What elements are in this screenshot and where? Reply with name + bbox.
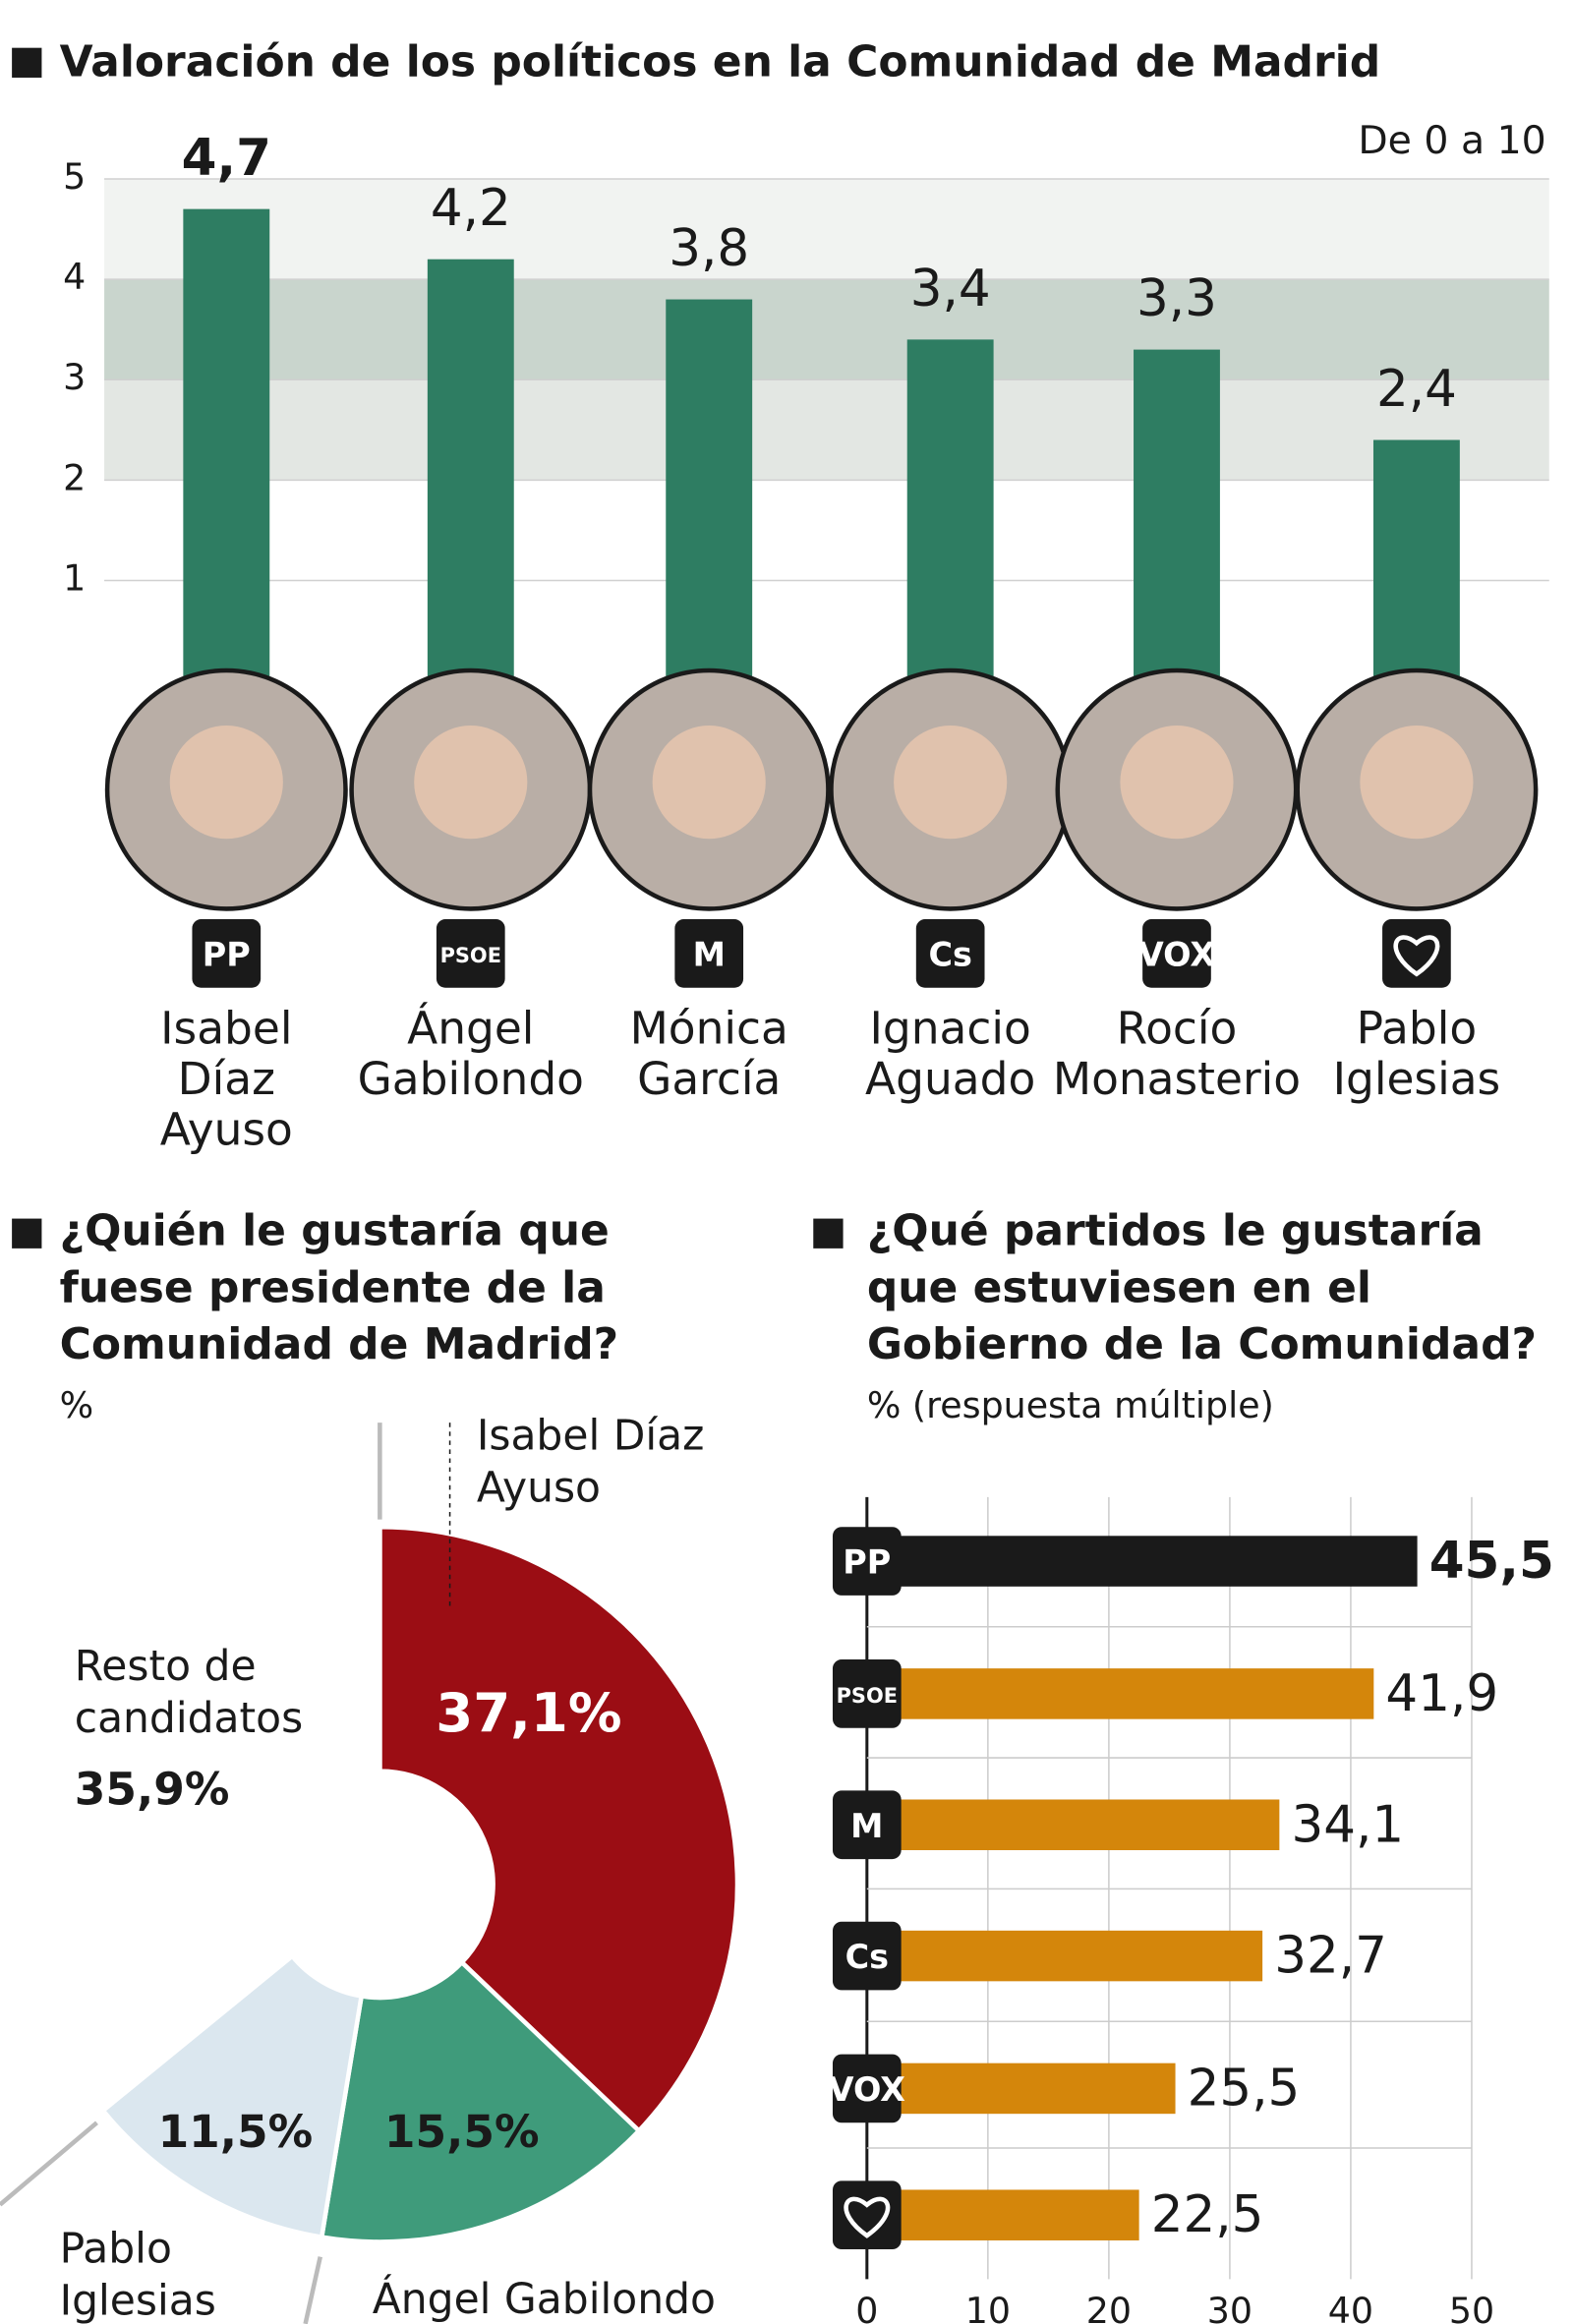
party-logo-text: PSOE — [837, 1684, 898, 1708]
y-tick-label: 4 — [63, 256, 86, 298]
title-marker — [12, 47, 42, 78]
slice-value-label: 35,9% — [75, 1763, 230, 1815]
x-tick-label: 30 — [1207, 2290, 1253, 2324]
x-tick-label: 40 — [1328, 2290, 1373, 2324]
chart-subtitle: % (respuesta múltiple) — [867, 1384, 1274, 1426]
party-logo-text: M — [850, 1807, 883, 1845]
bar — [866, 2063, 1176, 2115]
value-label: 4,7 — [182, 129, 271, 188]
party-logo-text: PP — [843, 1543, 891, 1582]
party-logo — [832, 1921, 902, 1991]
category-label: Ángel Gabilondo — [358, 1001, 584, 1105]
party-logo-text: PP — [203, 935, 251, 973]
value-label: 32,7 — [1274, 1927, 1387, 1986]
value-label: 41,9 — [1385, 1664, 1498, 1723]
category-label: Pablo Iglesias — [1333, 1002, 1501, 1105]
title-marker — [12, 1218, 42, 1249]
bar — [866, 1536, 1418, 1587]
photo-face — [169, 726, 283, 840]
chart-title: ¿Qué partidos le gustaría que estuviesen … — [867, 1206, 1537, 1369]
party-logo — [832, 1790, 902, 1860]
value-label: 45,5 — [1429, 1532, 1554, 1591]
x-tick-label: 10 — [965, 2290, 1011, 2324]
slice-value-label: 37,1% — [436, 1681, 621, 1744]
leader-line — [0, 2121, 98, 2207]
slice-value-label: 15,5% — [384, 2106, 540, 2158]
party-logo-text: VOX — [829, 2070, 906, 2109]
photo-face — [1360, 726, 1474, 840]
value-label: 25,5 — [1188, 2059, 1301, 2118]
bar — [866, 1799, 1280, 1850]
party-logo — [832, 2180, 902, 2250]
value-label: 3,4 — [910, 260, 991, 319]
bar — [427, 259, 514, 681]
slice-value-label: 11,5% — [158, 2106, 314, 2158]
category-label: Rocío Monasterio — [1053, 1002, 1301, 1105]
slice-label: Ángel Gabilondo — [373, 2274, 716, 2324]
party-logo — [832, 1659, 902, 1728]
chart-title: ¿Quién le gustaría que fuese presidente d… — [60, 1206, 619, 1369]
photo-face — [652, 726, 766, 840]
x-tick-label: 20 — [1086, 2290, 1132, 2324]
grid-band — [104, 379, 1549, 481]
party-logo-text: VOX — [1138, 935, 1216, 973]
y-tick-label: 5 — [63, 155, 86, 198]
party-logo — [1142, 919, 1211, 988]
category-label: Isabel Díaz Ayuso — [160, 1002, 293, 1155]
grid-band — [104, 279, 1549, 380]
value-label: 4,2 — [431, 179, 511, 238]
slice-label: Isabel Díaz Ayuso — [477, 1412, 705, 1512]
party-logo — [832, 1527, 902, 1596]
chart-title: Valoración de los políticos en la Comuni… — [60, 36, 1381, 87]
pie-slice — [378, 1524, 740, 2134]
y-tick-label: 1 — [63, 556, 86, 599]
bar — [906, 339, 994, 681]
x-tick-label: 0 — [855, 2290, 878, 2324]
value-label: 22,5 — [1151, 2185, 1264, 2244]
party-logo — [674, 919, 744, 988]
party-logo-text: Cs — [928, 935, 971, 973]
bar — [1372, 439, 1460, 681]
value-label: 3,8 — [669, 219, 749, 278]
grid-band — [104, 179, 1549, 280]
party-logo-text: Cs — [845, 1938, 889, 1976]
party-logo-heart — [1393, 935, 1440, 977]
party-logo-heart — [844, 2196, 891, 2238]
chart-subtitle: % — [60, 1384, 94, 1426]
photo-face — [414, 726, 528, 840]
bar — [183, 208, 270, 681]
pie-slice — [319, 1958, 643, 2244]
photo-face — [1120, 726, 1234, 840]
party-logo — [192, 919, 262, 988]
party-logo — [1382, 919, 1451, 988]
photo-face — [894, 726, 1008, 840]
bar — [866, 1930, 1263, 1982]
value-label: 3,3 — [1136, 269, 1217, 328]
pie-slice — [99, 1952, 365, 2240]
value-label: 2,4 — [1376, 360, 1457, 419]
title-marker — [813, 1218, 844, 1249]
slice-label: Pablo Iglesias — [60, 2225, 216, 2324]
bar — [866, 1668, 1374, 1719]
pie-slice — [20, 1524, 382, 2115]
party-logo-text: M — [693, 935, 726, 973]
x-tick-label: 50 — [1449, 2290, 1494, 2324]
bar — [866, 2189, 1139, 2240]
chart-subtitle: De 0 a 10 — [1358, 118, 1545, 163]
slice-label: Resto de candidatos — [75, 1643, 303, 1743]
party-logo — [915, 919, 985, 988]
party-logo — [436, 919, 505, 988]
leader-line — [303, 2256, 322, 2324]
value-label: 34,1 — [1291, 1795, 1404, 1854]
y-tick-label: 2 — [63, 456, 86, 498]
party-logo — [832, 2054, 902, 2123]
bar — [666, 299, 753, 681]
category-label: Ignacio Aguado — [865, 1002, 1035, 1105]
y-tick-label: 3 — [63, 356, 86, 398]
category-label: Mónica García — [630, 1002, 788, 1105]
bar — [1134, 349, 1220, 681]
party-logo-text: PSOE — [440, 944, 501, 967]
